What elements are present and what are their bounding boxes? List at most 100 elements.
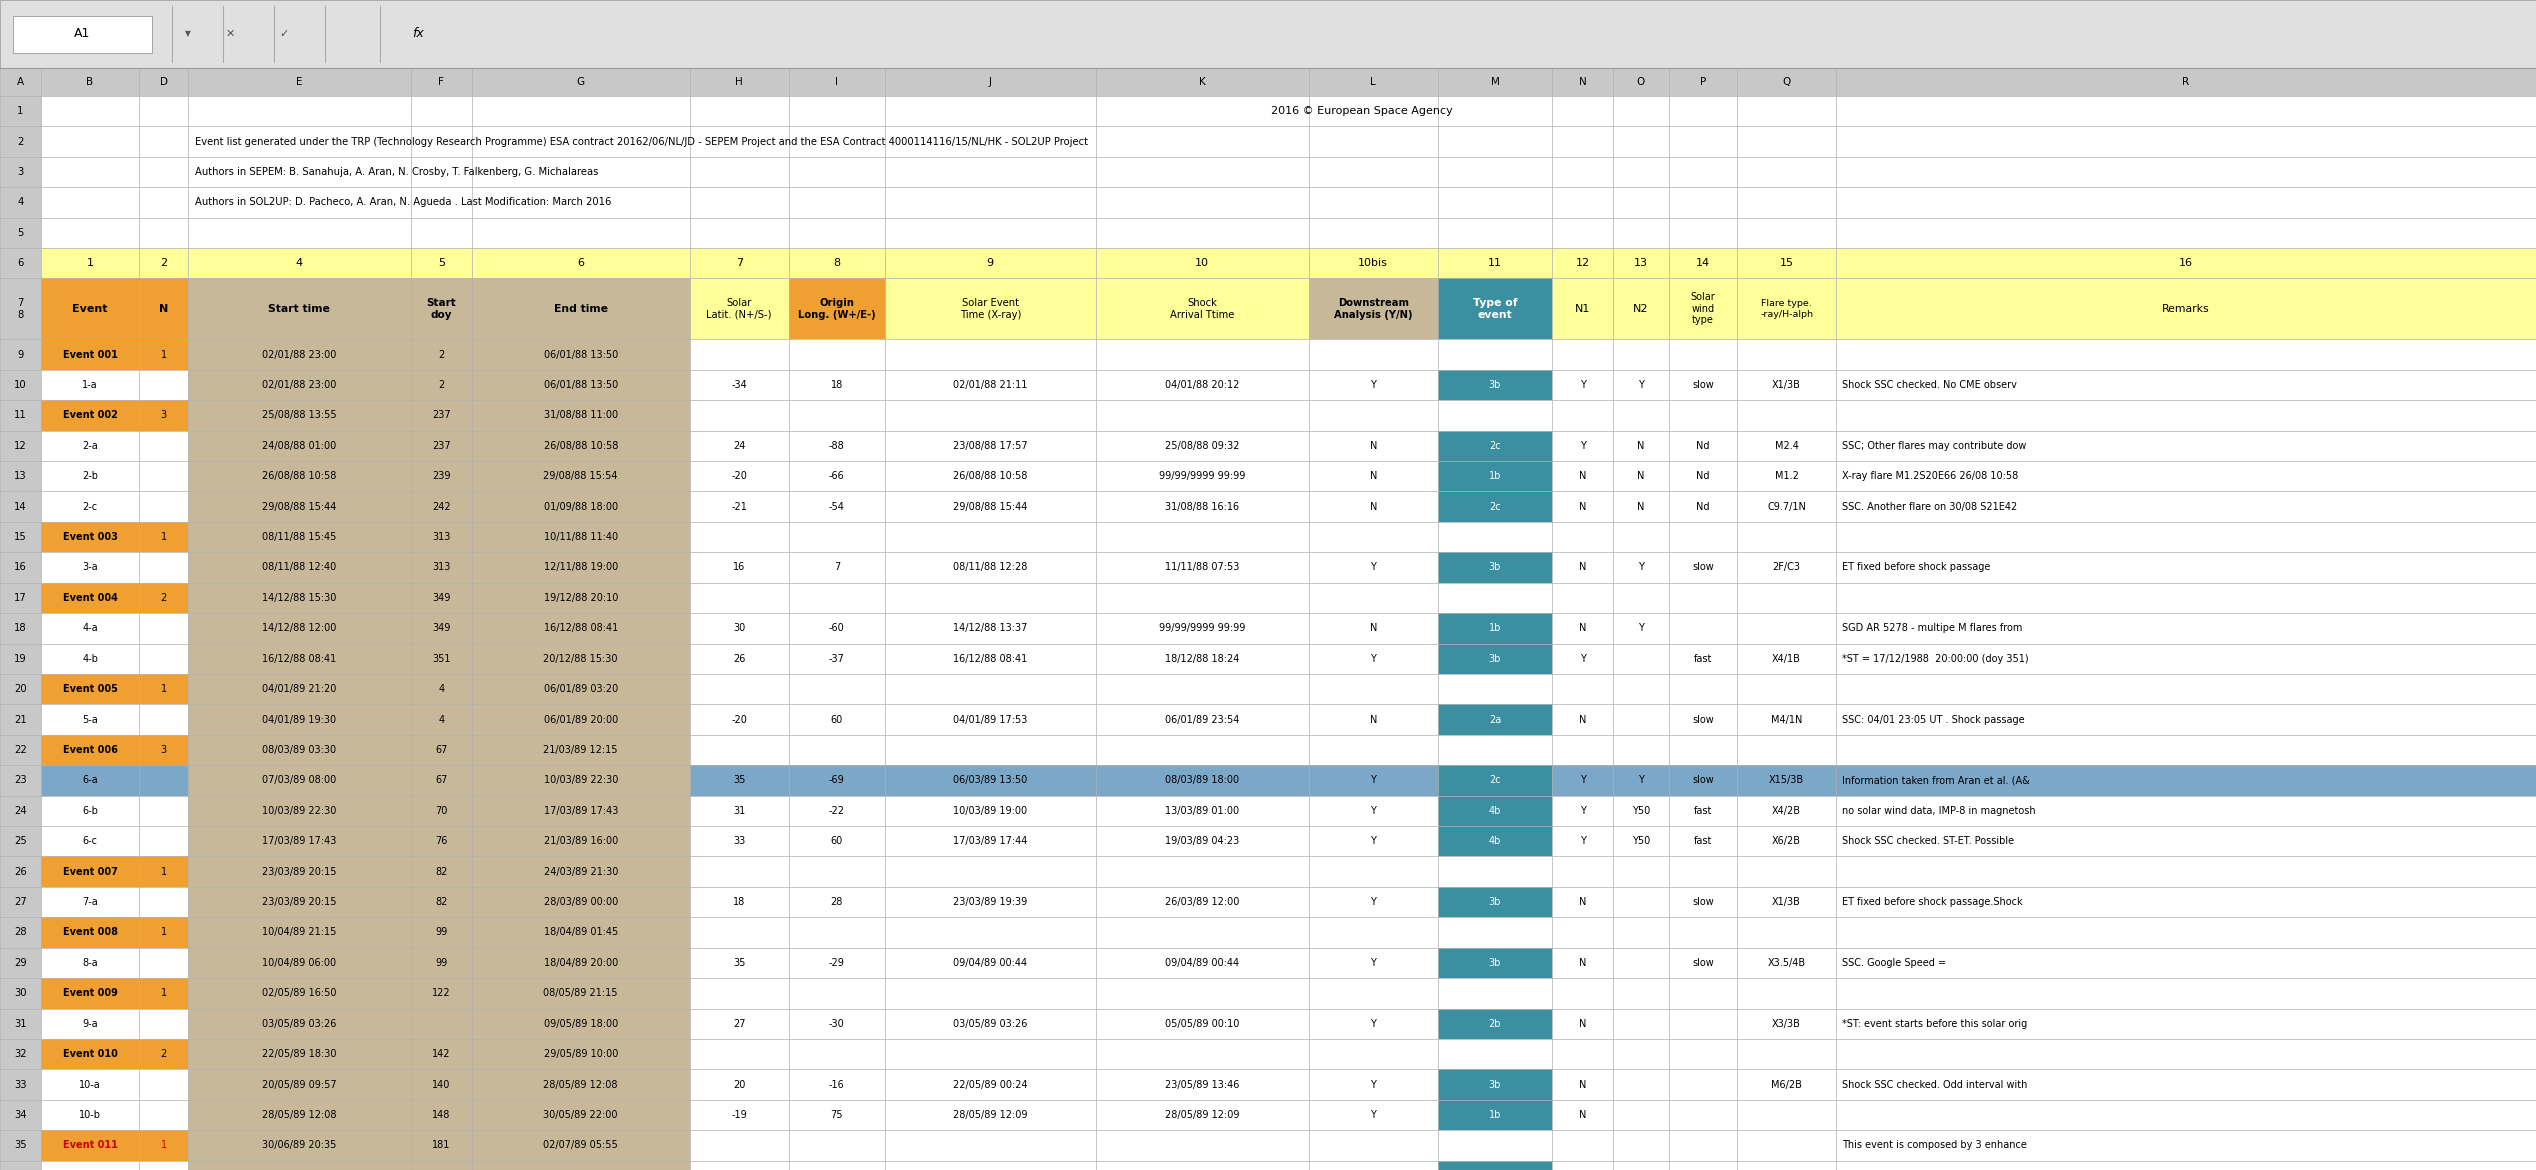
Bar (0, 370, 41, 400)
Bar (411, 157, 472, 187)
Bar (1552, 370, 1613, 400)
Bar (139, 1130, 188, 1161)
Bar (139, 187, 188, 218)
Bar (1309, 1130, 1438, 1161)
Text: O: O (1636, 77, 1646, 87)
Bar (472, 218, 690, 248)
Bar (188, 674, 411, 704)
Bar (139, 68, 188, 96)
Bar (139, 826, 188, 856)
Bar (789, 96, 885, 126)
Bar (1438, 1009, 1552, 1039)
Text: 17/03/89 17:44: 17/03/89 17:44 (954, 837, 1027, 846)
Text: K: K (1200, 77, 1205, 87)
Text: -66: -66 (829, 472, 844, 481)
Bar (885, 856, 1096, 887)
Text: X-ray flare M1.2S20E66 26/08 10:58: X-ray flare M1.2S20E66 26/08 10:58 (1841, 472, 2019, 481)
Bar (472, 1009, 690, 1039)
Text: 313: 313 (431, 532, 451, 542)
Bar (789, 887, 885, 917)
Text: -29: -29 (829, 958, 844, 968)
Bar (1669, 796, 1737, 826)
Bar (1438, 431, 1552, 461)
Bar (1613, 583, 1669, 613)
Text: 04/01/89 21:20: 04/01/89 21:20 (261, 684, 337, 694)
Text: 237: 237 (431, 441, 451, 450)
Text: 26/08/88 10:58: 26/08/88 10:58 (954, 472, 1027, 481)
Text: 06/01/89 20:00: 06/01/89 20:00 (543, 715, 619, 724)
Bar (1737, 339, 1836, 370)
Text: 142: 142 (431, 1049, 451, 1059)
Bar (0, 917, 41, 948)
Text: 27: 27 (13, 897, 28, 907)
Bar (1613, 674, 1669, 704)
Text: Nd: Nd (1697, 502, 1709, 511)
Bar (1096, 522, 1309, 552)
Bar (1096, 218, 1309, 248)
Bar (1836, 674, 2536, 704)
Bar (690, 1130, 789, 1161)
Bar (1669, 522, 1737, 552)
Bar (789, 1161, 885, 1170)
Text: Type of
event: Type of event (1473, 298, 1517, 319)
Bar (41, 1039, 139, 1069)
Bar (1836, 126, 2536, 157)
Bar (1096, 765, 1309, 796)
Bar (885, 491, 1096, 522)
Bar (1438, 96, 1552, 126)
Bar (1836, 1009, 2536, 1039)
Bar (1836, 431, 2536, 461)
Bar (885, 948, 1096, 978)
Text: 20: 20 (15, 684, 25, 694)
Bar (1737, 1161, 1836, 1170)
Bar (1552, 704, 1613, 735)
Bar (885, 278, 1096, 339)
Bar (188, 917, 411, 948)
Bar (1836, 735, 2536, 765)
Text: 10: 10 (1194, 259, 1210, 268)
Bar (1438, 978, 1552, 1009)
Bar (472, 735, 690, 765)
Bar (1552, 765, 1613, 796)
Bar (1669, 1009, 1737, 1039)
Text: A1: A1 (74, 27, 91, 41)
Bar (411, 126, 472, 157)
Bar (188, 370, 411, 400)
Bar (188, 157, 411, 187)
Bar (0, 68, 41, 96)
Text: 10: 10 (15, 380, 25, 390)
Bar (1836, 157, 2536, 187)
Bar (690, 735, 789, 765)
Bar (885, 552, 1096, 583)
Bar (1309, 948, 1438, 978)
Text: SSC; Other flares may contribute dow: SSC; Other flares may contribute dow (1841, 441, 2026, 450)
Bar (139, 1039, 188, 1069)
Bar (1309, 765, 1438, 796)
Bar (690, 826, 789, 856)
Text: Event 010: Event 010 (63, 1049, 117, 1059)
Text: N: N (1369, 715, 1377, 724)
Bar (1309, 370, 1438, 400)
Bar (1438, 613, 1552, 644)
Bar (1309, 856, 1438, 887)
Bar (472, 765, 690, 796)
Bar (885, 339, 1096, 370)
Bar (1737, 1130, 1836, 1161)
Bar (139, 1161, 188, 1170)
Text: fx: fx (413, 27, 424, 41)
Bar (1096, 552, 1309, 583)
Text: 14/12/88 15:30: 14/12/88 15:30 (261, 593, 337, 603)
Bar (1096, 613, 1309, 644)
Text: 35: 35 (733, 776, 746, 785)
Bar (1438, 674, 1552, 704)
Bar (789, 1039, 885, 1069)
Bar (1438, 248, 1552, 278)
Text: 28/05/89 12:08: 28/05/89 12:08 (261, 1110, 337, 1120)
Bar (690, 644, 789, 674)
Bar (1737, 1009, 1836, 1039)
Text: 7
8: 7 8 (18, 298, 23, 319)
Bar (0, 126, 41, 157)
Bar (188, 339, 411, 370)
Text: 10/04/89 21:15: 10/04/89 21:15 (261, 928, 337, 937)
Bar (139, 248, 188, 278)
